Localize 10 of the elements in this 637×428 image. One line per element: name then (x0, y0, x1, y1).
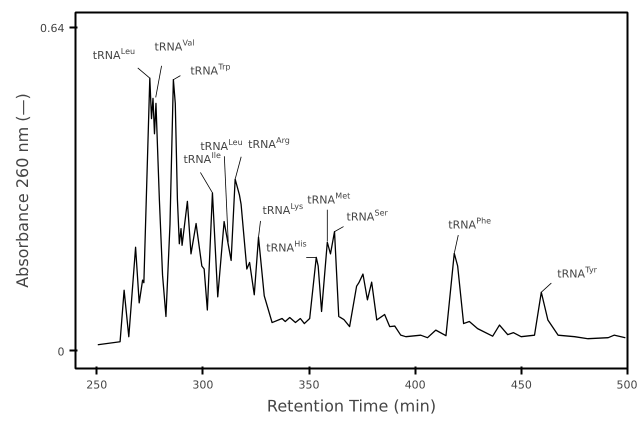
x-tick-label: 500 (616, 378, 637, 392)
x-tick-label: 400 (404, 378, 426, 392)
x-axis-title: Retention Time (min) (266, 396, 436, 416)
x-tick-label: 300 (192, 378, 214, 392)
x-tick-label: 350 (298, 378, 320, 392)
y-axis-title: Absorbance 260 nm (—) (13, 93, 32, 288)
x-tick-label: 450 (510, 378, 532, 392)
y-tick-label: 0.64 (40, 22, 65, 36)
x-tick-label: 250 (86, 378, 108, 392)
y-tick-label: 0 (58, 345, 64, 358)
